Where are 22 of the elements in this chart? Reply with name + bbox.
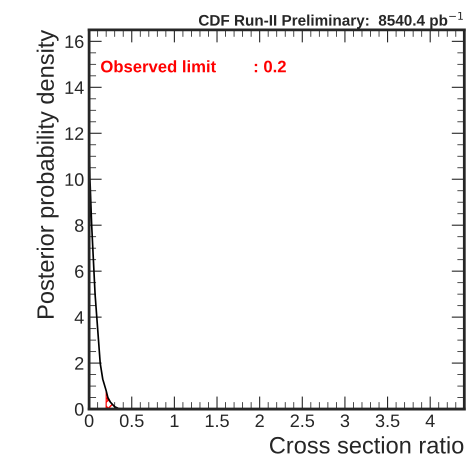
y-tick-label: 0 — [74, 402, 84, 416]
x-tick-label: 1 — [170, 414, 179, 428]
x-tick-label: 3 — [340, 414, 350, 428]
y-tick-label: 10 — [66, 173, 84, 186]
y-tick-label: 14 — [66, 81, 84, 94]
x-tick-label: 0.5 — [120, 414, 144, 428]
y-tick-label: 8 — [74, 219, 84, 232]
x-tick-label: 2 — [256, 414, 264, 428]
chart-title: CDF Run-II Preliminary: 8540.4 pb$^{−1}$ — [198, 12, 463, 29]
y-tick-label: 12 — [66, 127, 84, 140]
x-tick-label: 0 — [84, 414, 94, 428]
annotation: Observed limit : 0.2 — [101, 60, 286, 72]
x-axis-title: Cross section ratio — [270, 436, 464, 454]
y-tick-label: 4 — [74, 311, 84, 324]
x-tick-label: 3.5 — [376, 414, 400, 428]
x-tick-label: 2.5 — [290, 414, 314, 428]
y-tick-label: 16 — [66, 35, 84, 48]
x-tick-label: 4 — [426, 414, 435, 428]
x-tick-label: 1.5 — [206, 414, 229, 428]
y-tick-label: 6 — [75, 265, 84, 278]
y-tick-label: 2 — [75, 357, 84, 370]
y-axis-title: Posterior probability density — [36, 30, 59, 318]
